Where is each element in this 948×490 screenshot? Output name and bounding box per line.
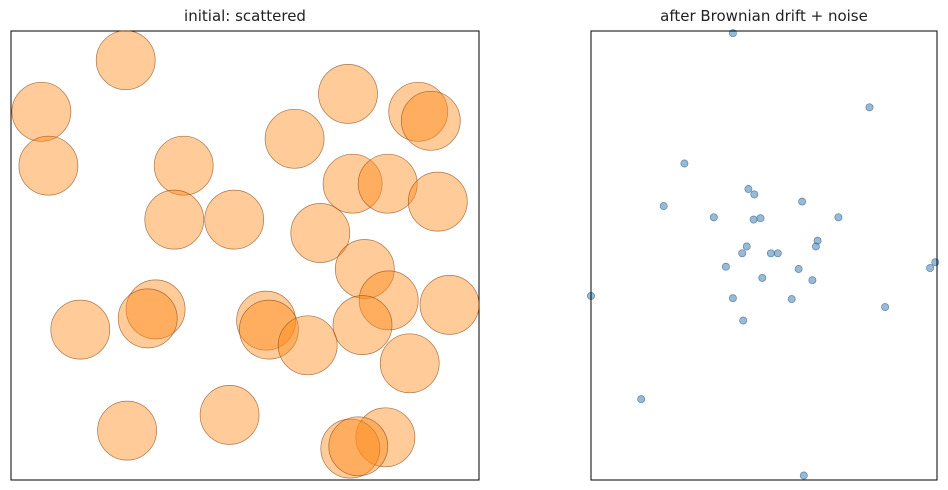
scatter-point-right [773, 249, 782, 258]
scatter-point-right [811, 242, 820, 251]
scatter-point-right [680, 159, 689, 168]
scatter-point-right [728, 294, 737, 303]
scatter-point-left [11, 81, 72, 142]
plot-area-left [10, 30, 480, 481]
scatter-point-right [709, 213, 718, 222]
scatter-point-right [756, 214, 765, 223]
scatter-point-left [419, 275, 480, 335]
scatter-point-left [328, 416, 389, 477]
scatter-point-left [355, 407, 416, 468]
scatter-point-right [808, 276, 817, 285]
scatter-point-left [153, 135, 214, 196]
scatter-point-right [758, 273, 767, 282]
scatter-point-left [125, 279, 186, 340]
scatter-point-left [117, 288, 178, 349]
scatter-point-left [290, 203, 351, 263]
scatter-point-right [799, 471, 808, 480]
scatter-point-left [407, 171, 468, 232]
axes-frame-right [590, 30, 938, 481]
scatter-point-left [320, 418, 381, 479]
scatter-point-left [204, 189, 265, 250]
scatter-point-right [659, 202, 668, 211]
scatter-point-left [357, 153, 418, 214]
scatter-point-right [766, 249, 775, 258]
scatter-point-left [264, 108, 325, 169]
scatter-point-right [931, 258, 940, 267]
scatter-series-right [587, 29, 940, 480]
scatter-point-left [277, 315, 338, 376]
scatter-point-left [97, 400, 157, 461]
scatter-point-left [144, 189, 205, 250]
scatter-point-left [95, 30, 156, 91]
scatter-point-right [742, 242, 751, 251]
scatter-point-right [865, 103, 874, 112]
scatter-point-left [332, 295, 393, 355]
scatter-point-right [744, 185, 753, 193]
scatter-point-left [199, 385, 260, 445]
scatter-point-right [738, 249, 747, 258]
scatter-point-right [881, 303, 890, 312]
scatter-point-left [50, 299, 111, 360]
axes-frame-left [10, 30, 480, 481]
scatter-point-left [322, 153, 383, 214]
scatter-point-left [358, 270, 419, 331]
chart-title-left: initial: scattered [184, 7, 306, 25]
scatter-point-right [794, 265, 803, 273]
scatter-point-right [749, 215, 758, 224]
scatter-point-left [400, 90, 461, 151]
scatter-series-left [11, 30, 480, 479]
scatter-point-right [750, 190, 759, 199]
plot-area-right [587, 29, 940, 481]
scatter-point-left [318, 64, 378, 124]
scatter-point-right [798, 197, 807, 206]
scatter-point-left [379, 333, 440, 394]
scatter-point-right [926, 264, 935, 273]
scatter-point-left [334, 239, 395, 299]
scatter-point-right [637, 395, 646, 404]
scatter-point-right [834, 213, 843, 222]
scatter-point-right [739, 316, 748, 325]
scatter-point-right [721, 262, 730, 271]
scatter-point-left [239, 299, 299, 360]
scatter-point-left [388, 81, 449, 142]
chart-title-right: after Brownian drift + noise [660, 7, 868, 25]
scatter-point-right [787, 295, 796, 304]
scatter-point-left [18, 135, 79, 196]
